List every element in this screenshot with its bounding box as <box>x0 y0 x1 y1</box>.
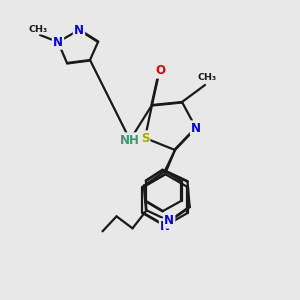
Text: N: N <box>53 35 63 49</box>
Text: N: N <box>74 23 84 37</box>
Text: CH₃: CH₃ <box>197 74 217 82</box>
Text: N: N <box>160 220 170 232</box>
Text: NH: NH <box>120 134 140 146</box>
Text: O: O <box>155 64 165 77</box>
Text: N: N <box>191 122 201 134</box>
Text: S: S <box>141 131 149 145</box>
Text: N: N <box>164 214 174 227</box>
Text: CH₃: CH₃ <box>28 25 48 34</box>
